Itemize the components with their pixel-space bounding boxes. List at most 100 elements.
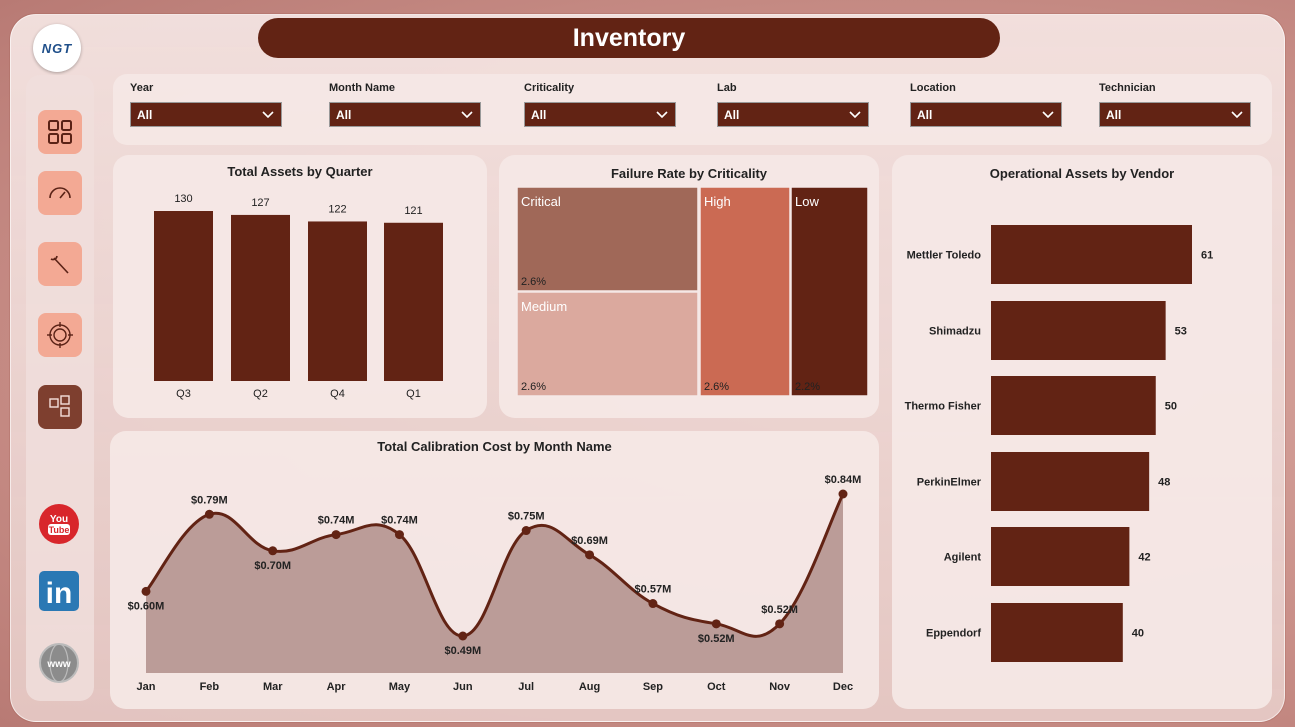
data-point	[268, 546, 278, 556]
tick-label: Shimadzu	[929, 326, 981, 338]
tick-label: Jun	[453, 681, 473, 693]
data-label: $0.57M	[635, 584, 672, 596]
wrench-icon	[50, 255, 69, 274]
bar	[154, 211, 213, 381]
assets-by-vendor-card: Operational Assets by Vendor 61 Mettler T…	[892, 155, 1272, 709]
filter-label: Lab	[717, 82, 737, 94]
nav-calibration-button[interactable]	[38, 313, 82, 357]
target-icon	[47, 322, 73, 348]
data-label: $0.69M	[571, 535, 608, 547]
svg-text:in: in	[46, 577, 73, 610]
data-label: $0.60M	[128, 600, 165, 612]
filter-dropdown[interactable]: All	[130, 102, 282, 127]
filter-value: All	[336, 107, 352, 122]
website-link[interactable]: www	[38, 642, 80, 684]
data-point	[711, 619, 721, 629]
tile-name: High	[704, 194, 731, 209]
filter-label: Year	[130, 82, 154, 94]
tick-label: Jan	[137, 681, 156, 693]
tick-label: Agilent	[944, 552, 982, 564]
bar	[991, 603, 1123, 662]
grid-icon	[48, 120, 72, 144]
filter-dropdown[interactable]: All	[1099, 102, 1251, 127]
filter-value: All	[137, 107, 153, 122]
treemap-tile	[790, 186, 869, 397]
data-point	[648, 599, 658, 609]
youtube-link[interactable]: You Tube	[38, 503, 80, 545]
bar	[991, 301, 1166, 360]
data-label: $0.49M	[444, 645, 481, 657]
blocks-icon	[49, 395, 70, 417]
nav-overview-button[interactable]	[38, 110, 82, 154]
data-label: $0.79M	[191, 494, 228, 506]
tick-label: Mettler Toledo	[907, 250, 982, 262]
nav-maintenance-button[interactable]	[38, 242, 82, 286]
assets-by-quarter-title: Total Assets by Quarter	[227, 164, 373, 179]
data-point	[394, 530, 404, 540]
calibration-cost-card: Total Calibration Cost by Month Name $0.…	[110, 431, 879, 709]
tick-label: Oct	[707, 681, 726, 693]
tile-value: 2.2%	[795, 381, 820, 393]
filter-label: Criticality	[524, 82, 575, 94]
bar	[991, 452, 1150, 511]
tick-label: Eppendorf	[926, 628, 981, 640]
data-label: 53	[1175, 326, 1187, 338]
treemap-tile	[516, 291, 699, 397]
data-label: $0.52M	[761, 604, 798, 616]
tick-label: Nov	[769, 681, 791, 693]
filter-label: Location	[910, 82, 956, 94]
chevron-down-icon	[1231, 110, 1243, 118]
filter-value: All	[1106, 107, 1122, 122]
filter-dropdown[interactable]: All	[910, 102, 1062, 127]
tick-label: Aug	[579, 681, 600, 693]
data-label: 48	[1158, 477, 1170, 489]
failure-rate-title: Failure Rate by Criticality	[610, 166, 768, 181]
chevron-down-icon	[849, 110, 861, 118]
filter-value: All	[531, 107, 547, 122]
tick-label: Jul	[518, 681, 534, 693]
tile-name: Low	[795, 194, 819, 209]
data-label: $0.75M	[508, 511, 545, 523]
failure-rate-card: Failure Rate by Criticality Critical 2.6%…	[499, 155, 879, 418]
linkedin-link[interactable]: in	[38, 570, 80, 612]
calibration-cost-title: Total Calibration Cost by Month Name	[377, 439, 612, 454]
svg-text:You: You	[50, 514, 68, 525]
filter-criticality: Criticality All	[524, 82, 676, 127]
data-label: 130	[174, 193, 192, 205]
data-label: $0.70M	[254, 560, 291, 572]
filter-dropdown[interactable]: All	[717, 102, 869, 127]
filter-dropdown[interactable]: All	[524, 102, 676, 127]
data-label: 50	[1165, 401, 1177, 413]
treemap-tile	[699, 186, 791, 397]
nav-performance-button[interactable]	[38, 171, 82, 215]
data-label: 127	[251, 197, 269, 209]
data-point	[775, 619, 785, 629]
calibration-cost-chart: $0.60M Jan $0.79M Feb $0.70M Mar $0.74M Apr $0.7…	[128, 474, 862, 693]
failure-rate-chart: Critical 2.6% Medium 2.6% High 2.6% Low 2.2%	[516, 186, 869, 397]
assets-by-quarter-chart: 130 Q3 127 Q2 122 Q4 121 Q1	[154, 193, 443, 400]
company-logo[interactable]: NGT	[33, 24, 81, 72]
tile-value: 2.6%	[521, 381, 546, 393]
data-point	[521, 526, 531, 536]
tick-label: Q1	[406, 388, 421, 400]
tick-label: Dec	[833, 681, 853, 693]
tick-label: Apr	[327, 681, 347, 693]
filter-dropdown[interactable]: All	[329, 102, 481, 127]
data-label: 122	[328, 203, 346, 215]
youtube-icon: You Tube	[39, 504, 79, 544]
tick-label: Thermo Fisher	[905, 401, 982, 413]
chevron-down-icon	[262, 110, 274, 118]
tile-name: Medium	[521, 299, 567, 314]
data-label: 40	[1132, 628, 1144, 640]
treemap-tile	[516, 186, 699, 292]
series-line	[144, 493, 845, 638]
filter-label: Technician	[1099, 82, 1156, 94]
filter-label: Month Name	[329, 82, 395, 94]
data-point	[838, 489, 848, 499]
tick-label: Q4	[330, 388, 345, 400]
tick-label: Sep	[643, 681, 663, 693]
nav-inventory-button[interactable]	[38, 385, 82, 429]
data-label: $0.52M	[698, 633, 735, 645]
data-label: 42	[1138, 552, 1150, 564]
filter-panel	[113, 74, 1272, 145]
